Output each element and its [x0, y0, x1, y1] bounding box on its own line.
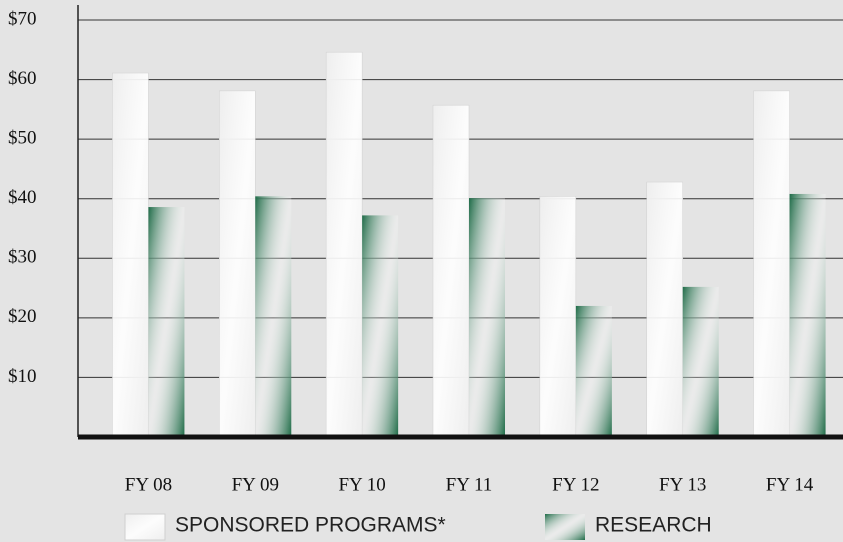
bar	[646, 181, 683, 438]
bar	[539, 196, 577, 438]
legend-swatch	[545, 514, 585, 540]
y-tick-label: $50	[8, 128, 37, 149]
x-tick-label: FY 14	[766, 474, 814, 495]
bar	[219, 90, 256, 438]
legend-label: RESEARCH	[595, 514, 712, 537]
bar	[325, 51, 363, 438]
bar	[575, 305, 612, 437]
bar	[432, 104, 470, 438]
bar	[112, 72, 149, 438]
x-tick-label: FY 10	[338, 474, 385, 495]
legend-swatch	[124, 513, 166, 541]
x-tick-label: FY 11	[446, 474, 493, 495]
bar	[148, 207, 185, 437]
bar	[789, 193, 826, 437]
legend-label: SPONSORED PROGRAMS*	[175, 514, 446, 537]
y-tick-label: $30	[8, 247, 37, 268]
bar	[682, 286, 719, 437]
y-tick-label: $10	[8, 366, 37, 387]
bar	[362, 215, 399, 437]
x-tick-label: FY 13	[659, 474, 706, 495]
y-tick-label: $60	[8, 68, 37, 89]
bar	[469, 198, 505, 437]
bar	[255, 196, 292, 437]
x-tick-label: FY 09	[232, 474, 279, 495]
x-tick-label: FY 12	[552, 474, 599, 495]
x-tick-label: FY 08	[125, 474, 172, 495]
bar	[753, 90, 790, 438]
y-tick-label: $70	[8, 8, 37, 29]
y-tick-label: $20	[8, 306, 37, 327]
y-tick-label: $40	[8, 187, 37, 208]
